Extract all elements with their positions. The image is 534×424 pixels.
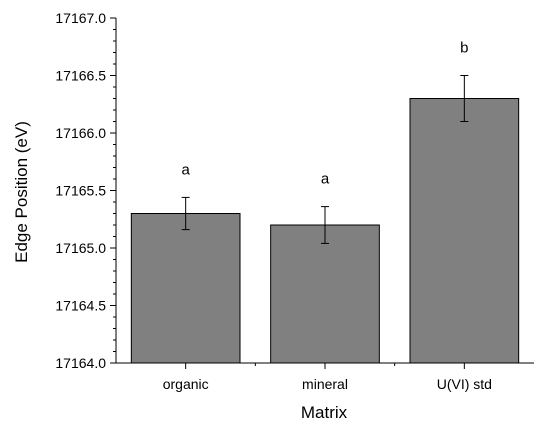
error-bar-3 [460, 75, 469, 122]
y-tick-label-3: 17165.0 [55, 240, 106, 256]
bar-2 [270, 224, 380, 364]
y-axis-title: Edge Position (eV) [12, 121, 31, 263]
y-tick-label-2: 17164.5 [55, 298, 106, 314]
x-tick-label-3: U(VI) std [437, 376, 492, 392]
annotation-label-3: b [460, 40, 468, 57]
error-bar-2 [321, 206, 329, 244]
x-axis: organic mineral U(VI) std [116, 362, 534, 392]
bar-3 [409, 98, 520, 364]
y-tick-label-6: 17166.5 [55, 68, 106, 84]
error-bar-1 [181, 196, 190, 231]
y-axis: 17164.0 17164.5 17165.0 17165.5 17166.0 17166… [55, 10, 117, 371]
error-bars-group [181, 75, 469, 244]
x-tick-label-1: organic [163, 376, 209, 392]
x-axis-title: Matrix [301, 403, 348, 422]
y-tick-label-5: 17166.0 [55, 125, 106, 141]
annotation-label-1: a [181, 161, 190, 178]
y-tick-label-1: 17164.0 [55, 355, 106, 371]
y-tick-label-4: 17165.5 [55, 183, 106, 199]
annotations-group: a a b [181, 40, 468, 188]
x-tick-label-2: mineral [302, 376, 348, 392]
bar-1 [130, 213, 241, 364]
y-tick-label-7: 17167.0 [55, 10, 106, 26]
annotation-label-2: a [321, 171, 330, 188]
